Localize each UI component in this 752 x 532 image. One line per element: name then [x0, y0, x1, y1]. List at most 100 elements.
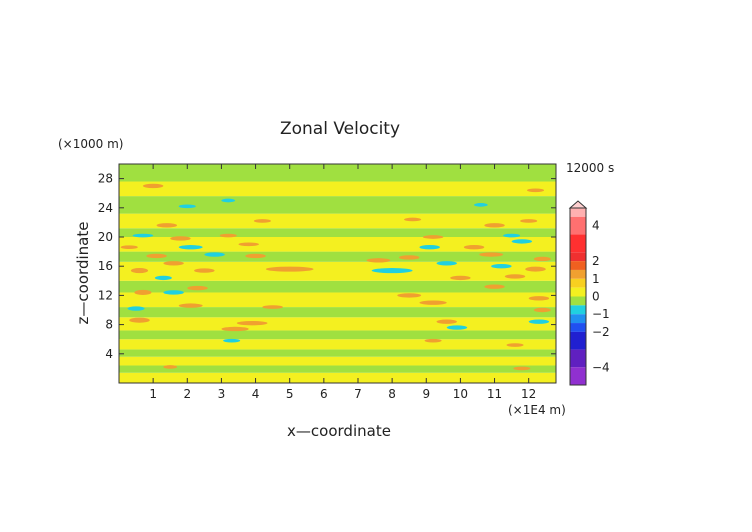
- field-blob: [503, 233, 521, 238]
- field-blob: [404, 217, 422, 222]
- field-blob: [130, 268, 149, 274]
- y-unit-label: (×1000 m): [58, 137, 123, 151]
- colorbar-segment: [570, 323, 586, 332]
- colorbar-tick-label: 1: [592, 272, 600, 286]
- field-blob: [134, 289, 152, 296]
- x-tick-label: 5: [286, 387, 294, 401]
- field-blob: [221, 326, 249, 332]
- field-blob: [132, 233, 154, 238]
- field-blob: [236, 320, 268, 326]
- field-blob: [146, 253, 167, 259]
- field-band: [119, 365, 556, 373]
- colorbar-frame: [569, 207, 587, 386]
- field-blob: [436, 261, 457, 266]
- field-blob: [238, 242, 259, 247]
- field-band: [119, 330, 556, 340]
- field-blob: [265, 266, 314, 272]
- field-band: [119, 349, 556, 357]
- x-tick-label: 3: [218, 387, 226, 401]
- x-tick-label: 6: [320, 387, 328, 401]
- field-band: [119, 181, 556, 197]
- colorbar-segment: [570, 349, 586, 368]
- colorbar-segment: [570, 216, 586, 235]
- x-tick-label: 10: [453, 387, 468, 401]
- field-blob: [178, 303, 203, 308]
- field-band: [119, 372, 556, 383]
- field-blob: [170, 236, 191, 241]
- field-blob: [419, 245, 440, 250]
- field-band: [119, 251, 556, 262]
- field-blob: [491, 264, 512, 269]
- colorbar-tick-label: −1: [592, 307, 610, 321]
- plot-frame: [118, 163, 557, 384]
- field-blob: [479, 252, 504, 257]
- colorbar-segment: [570, 278, 586, 288]
- field-blob: [163, 365, 178, 369]
- field-blob: [156, 223, 178, 228]
- field-blob: [366, 258, 391, 263]
- field-blob: [223, 338, 241, 343]
- field-blob: [528, 296, 550, 301]
- colorbar-tick-label: −4: [592, 360, 610, 374]
- field-blob: [450, 275, 471, 281]
- field-band: [119, 261, 556, 281]
- y-tick-label: 28: [98, 172, 113, 186]
- field-blob: [245, 253, 266, 259]
- y-tick-label: 4: [105, 347, 113, 361]
- field-blob: [528, 319, 550, 324]
- field-band: [119, 228, 556, 237]
- colorbar-segment: [570, 367, 586, 385]
- field-blob: [463, 245, 485, 250]
- field-blob: [163, 261, 184, 266]
- x-axis: 1 2 3 4 5 6 7 8 9 10 11 12: [149, 164, 536, 401]
- colorbar-tick-label: 0: [592, 290, 600, 304]
- y-tick-label: 12: [98, 288, 113, 302]
- field-blob: [371, 268, 413, 274]
- colorbar-segment: [570, 314, 586, 324]
- colorbar-tick-label: 2: [592, 254, 600, 268]
- field-band: [119, 237, 556, 252]
- field-blob: [127, 306, 145, 311]
- x-axis-label: x—coordinate: [287, 422, 391, 440]
- field-blob: [120, 245, 138, 250]
- field-blob: [163, 290, 184, 295]
- field-band: [119, 356, 556, 366]
- time-label: 12000 s: [566, 161, 614, 175]
- x-tick-label: 11: [487, 387, 502, 401]
- field-blob: [520, 219, 538, 223]
- colorbar-top-arrow: [568, 200, 588, 209]
- field-blob: [398, 255, 420, 260]
- field-band: [119, 307, 556, 318]
- field-band: [119, 164, 556, 182]
- field-band: [119, 339, 556, 350]
- field-blob: [533, 307, 551, 313]
- field-blob: [204, 252, 225, 257]
- field-blob: [436, 319, 457, 324]
- field-blob: [474, 203, 488, 207]
- colorbar-segment: [570, 208, 586, 217]
- field-blob: [187, 285, 208, 291]
- field-blob: [129, 317, 150, 323]
- y-tick-label: 20: [98, 230, 113, 244]
- field-blob: [178, 204, 196, 209]
- colorbar-tick-label: −2: [592, 325, 610, 339]
- field-blob: [484, 223, 505, 228]
- y-tick-label: 8: [105, 318, 113, 332]
- x-unit-label: (×1E4 m): [508, 403, 566, 417]
- colorbar-segment: [570, 296, 586, 306]
- field-blob: [513, 366, 531, 371]
- field-blob: [526, 188, 545, 193]
- x-tick-label: 8: [388, 387, 396, 401]
- colorbar: 4 2 1 0 −1 −2 −4: [568, 200, 610, 386]
- y-axis: 4 8 12 16 20 24 28: [98, 172, 556, 361]
- field-blob: [142, 183, 164, 189]
- colorbar-segment: [570, 305, 586, 315]
- field-blob: [219, 233, 237, 238]
- colorbar-segment: [570, 252, 586, 262]
- x-tick-label: 2: [183, 387, 191, 401]
- field-band: [119, 317, 556, 331]
- x-tick-label: 4: [252, 387, 260, 401]
- colorbar-segment: [570, 331, 586, 350]
- x-tick-label: 7: [354, 387, 362, 401]
- field-band: [119, 292, 556, 308]
